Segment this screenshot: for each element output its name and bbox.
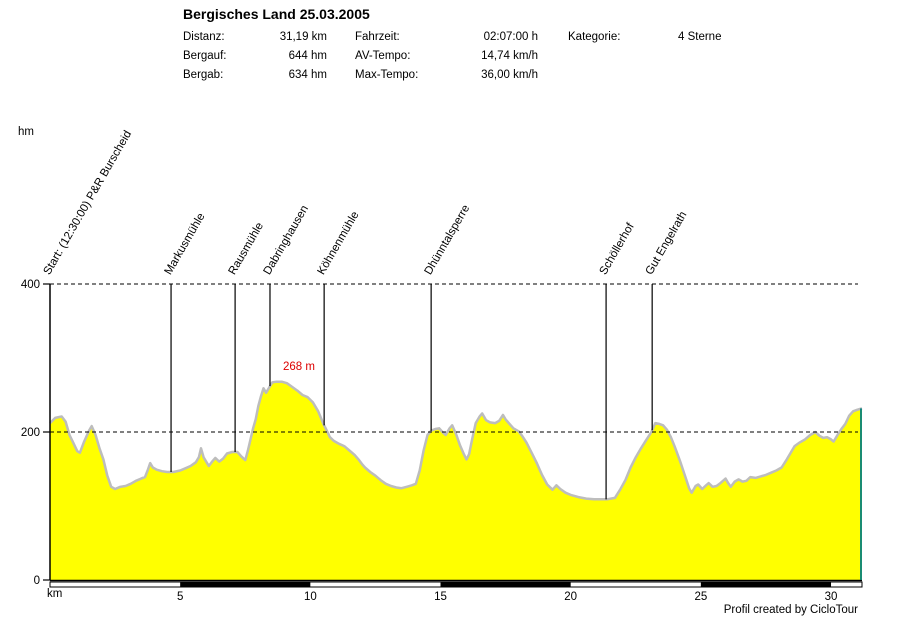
stat-value-av-tempo: 14,74 km/h <box>481 50 538 62</box>
stat-label-distanz: Distanz: <box>183 31 225 43</box>
stat-label-max-tempo: Max-Tempo: <box>355 69 419 81</box>
x-tick-label: 25 <box>694 591 707 603</box>
elevation-outline <box>49 380 863 501</box>
stat-label-fahrzeit: Fahrzeit: <box>355 31 400 43</box>
stat-label-bergauf: Bergauf: <box>183 50 227 62</box>
stat-label-av-tempo: AV-Tempo: <box>355 50 411 62</box>
peak-elevation-annotation: 268 m <box>283 360 315 373</box>
y-tick-label: 400 <box>21 279 40 291</box>
x-tick-label: 20 <box>564 591 577 603</box>
x-tick-label: 10 <box>304 591 317 603</box>
scalebar-segment <box>700 582 832 587</box>
scalebar-segment <box>440 582 571 587</box>
y-tick-label: 200 <box>21 427 40 439</box>
stat-value-kategorie: 4 Sterne <box>678 31 722 43</box>
x-tick-label: 5 <box>177 591 183 603</box>
stat-label-bergab: Bergab: <box>183 69 224 81</box>
stat-value-fahrzeit: 02:07:00 h <box>483 31 538 43</box>
footer-credit: Profil created by CicloTour <box>723 604 858 616</box>
x-tick-label: 30 <box>825 591 838 603</box>
scalebar-segment <box>180 582 311 587</box>
stat-value-bergab: 634 hm <box>288 69 327 81</box>
stat-value-max-tempo: 36,00 km/h <box>481 69 538 81</box>
chart-title: Bergisches Land 25.03.2005 <box>183 6 370 22</box>
stat-value-bergauf: 644 hm <box>288 50 327 62</box>
x-axis-unit-label: km <box>47 588 63 600</box>
x-tick-label: 15 <box>434 591 447 603</box>
stat-value-distanz: 31,19 km <box>279 31 327 43</box>
stat-label-kategorie: Kategorie: <box>568 31 621 43</box>
y-axis-unit-label: hm <box>18 126 34 138</box>
y-tick-label: 0 <box>34 575 40 587</box>
